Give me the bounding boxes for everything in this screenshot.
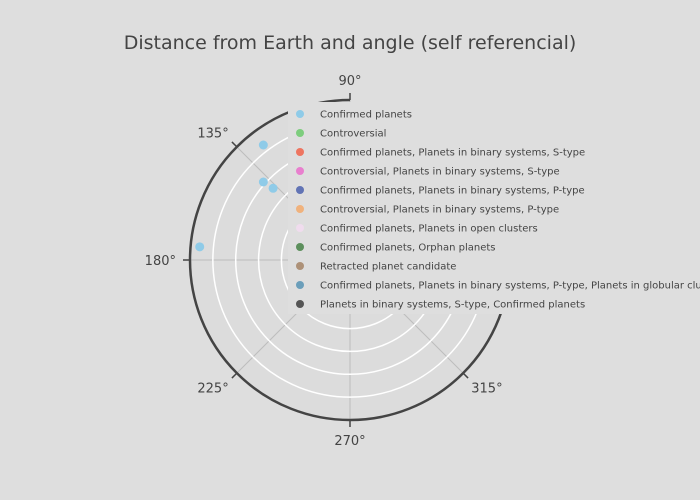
legend-item[interactable]: Confirmed planets, Planets in open clust… [296,224,538,235]
legend-item[interactable]: Controversial, Planets in binary systems… [296,167,560,178]
legend-label: Confirmed planets, Planets in binary sys… [320,281,700,292]
legend-item[interactable]: Planets in binary systems, S-type, Confi… [296,300,585,311]
legend-label: Planets in binary systems, S-type, Confi… [320,300,585,311]
angular-tick [231,141,238,148]
angular-tick-label: 90° [338,74,361,89]
legend-label: Confirmed planets, Planets in open clust… [320,224,538,235]
legend-item[interactable]: Confirmed planets, Planets in binary sys… [296,281,700,292]
angular-tick [462,372,469,379]
legend-item[interactable]: Confirmed planets, Planets in binary sys… [296,148,585,159]
angular-tick-label: 180° [145,254,176,269]
data-point[interactable] [268,183,278,193]
data-point[interactable] [195,242,205,252]
legend-label: Confirmed planets, Planets in binary sys… [320,148,585,159]
legend-marker [296,205,304,213]
legend-label: Confirmed planets, Planets in binary sys… [320,186,585,197]
legend[interactable]: Confirmed planets Controversial Confirmed … [288,102,700,314]
legend-item[interactable]: Retracted planet candidate [296,262,456,273]
data-points [195,140,278,252]
legend-label: Confirmed planets, Orphan planets [320,243,496,254]
legend-marker [296,148,304,156]
legend-marker [296,224,304,232]
legend-item[interactable]: Confirmed planets, Planets in binary sys… [296,186,585,197]
radial-grid-arc [235,144,466,375]
legend-item[interactable]: Controversial [296,129,386,140]
angular-tick-label: 270° [334,434,365,449]
legend-item[interactable]: Confirmed planets, Orphan planets [296,243,496,254]
angular-tick-label: 225° [197,381,228,396]
radial-grid-arc [212,122,488,398]
legend-label: Retracted planet candidate [320,262,456,273]
data-point[interactable] [258,140,268,150]
legend-marker [296,186,304,194]
legend-marker [296,300,304,308]
legend-background [288,102,696,314]
legend-label: Controversial [320,129,386,140]
legend-marker [296,262,304,270]
legend-label: Confirmed planets [320,110,412,121]
legend-marker [296,281,304,289]
legend-marker [296,110,304,118]
legend-marker [296,167,304,175]
data-point[interactable] [258,177,268,187]
angular-tick [231,372,238,379]
chart-title: Distance from Earth and angle (self refe… [124,32,577,54]
legend-label: Controversial, Planets in binary systems… [320,205,559,216]
legend-marker [296,243,304,251]
legend-item[interactable]: Controversial, Planets in binary systems… [296,205,559,216]
legend-marker [296,129,304,137]
legend-item[interactable]: Confirmed planets [296,110,412,121]
angular-tick-label: 315° [471,381,502,396]
legend-label: Controversial, Planets in binary systems… [320,167,560,178]
angular-tick-label: 135° [197,127,228,142]
